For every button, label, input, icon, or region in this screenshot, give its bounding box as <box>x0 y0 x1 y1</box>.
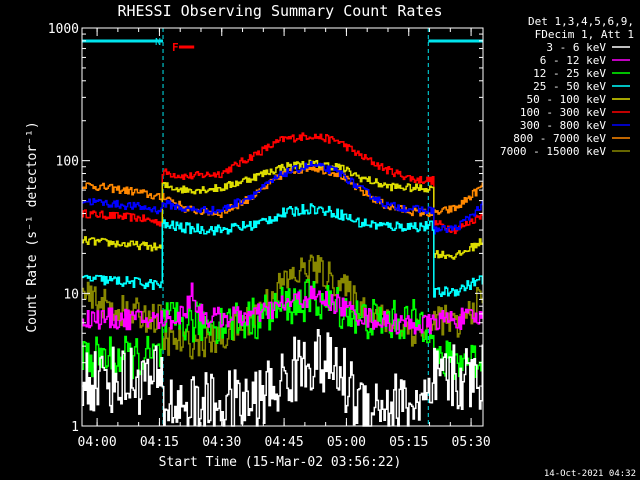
y-tick-label: 1000 <box>48 22 79 37</box>
legend: Det 1,3,4,5,6,9,FDecim 1, Att 13 - 6 keV… <box>500 15 634 158</box>
plot-frame <box>81 27 484 427</box>
series-50-100keV-line <box>82 159 484 260</box>
night-label: N <box>155 37 161 48</box>
x-tick-label: 04:15 <box>140 435 179 450</box>
legend-entry-label: 50 - 100 keV <box>527 93 607 106</box>
y-axis-label: Count Rate (s⁻¹ detector⁻¹) <box>25 121 40 332</box>
y-axis: 1 10 100 1000 <box>48 22 483 435</box>
x-tick-label: 05:15 <box>389 435 428 450</box>
legend-entry-label: 3 - 6 keV <box>546 41 606 54</box>
y-tick-label: 10 <box>63 287 79 302</box>
series-300-800keV-line <box>82 160 484 235</box>
legend-entry-label: 25 - 50 keV <box>533 80 606 93</box>
legend-header: FDecim 1, Att 1 <box>535 28 634 41</box>
series-100-300keV-line <box>82 132 484 235</box>
legend-entry-label: 7000 - 15000 keV <box>500 145 606 158</box>
legend-entry-label: 12 - 25 keV <box>533 67 606 80</box>
x-tick-label: 04:45 <box>265 435 304 450</box>
legend-entry-label: 300 - 800 keV <box>520 119 606 132</box>
series-3-6keV-line <box>82 329 484 427</box>
x-axis: 04:00 04:15 04:30 04:45 05:00 05:15 05:30 <box>78 28 491 450</box>
flare-interval: F <box>172 41 195 54</box>
y-tick-label: 1 <box>71 420 79 435</box>
legend-header: Det 1,3,4,5,6,9, <box>528 15 634 28</box>
legend-entry-label: 6 - 12 keV <box>540 54 607 67</box>
chart-title: RHESSI Observing Summary Count Rates <box>117 2 442 20</box>
series-800-7000keV-line <box>82 163 484 218</box>
x-tick-label: 04:30 <box>202 435 241 450</box>
legend-entry-label: 800 - 7000 keV <box>513 132 606 145</box>
series-group <box>82 132 484 427</box>
legend-entry-label: 100 - 300 keV <box>520 106 606 119</box>
x-tick-label: 05:30 <box>452 435 491 450</box>
timestamp: 14-Oct-2021 04:32 <box>544 469 636 479</box>
flare-label: F <box>172 41 179 54</box>
series-6-12keV-line <box>82 282 484 335</box>
series-25-50keV-line <box>82 203 484 298</box>
y-tick-label: 100 <box>56 155 79 170</box>
x-tick-label: 05:00 <box>327 435 366 450</box>
x-tick-label: 04:00 <box>78 435 117 450</box>
x-axis-label: Start Time (15-Mar-02 03:56:22) <box>159 455 402 470</box>
